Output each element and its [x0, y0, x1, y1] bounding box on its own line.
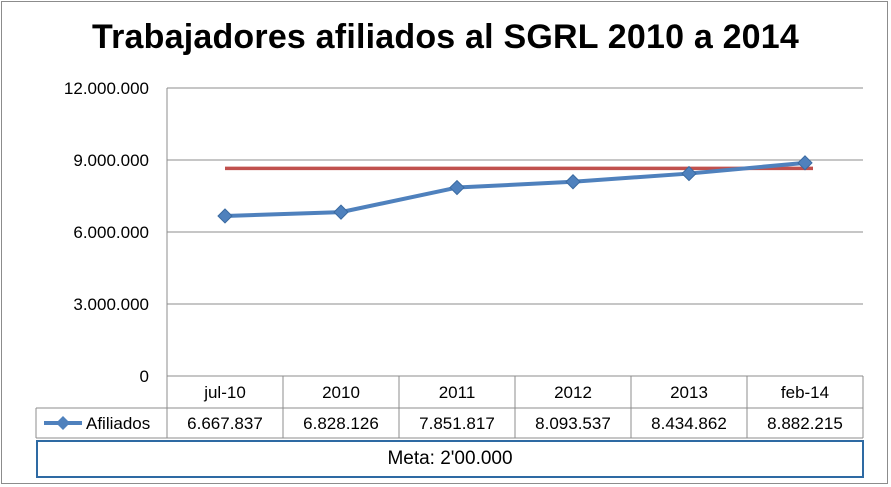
data-point-marker	[797, 155, 813, 171]
data-table-value: 6.828.126	[303, 414, 379, 433]
meta-note-box: Meta: 2'00.000	[36, 440, 864, 478]
data-table-value: 8.093.537	[535, 414, 611, 433]
data-point-marker	[565, 174, 581, 190]
data-point-marker	[449, 179, 465, 196]
y-tick-label: 0	[140, 367, 149, 386]
data-table-value: 6.667.837	[187, 414, 263, 433]
x-category-label: feb-14	[781, 383, 829, 402]
x-category-label: 2010	[322, 383, 360, 402]
y-tick-label: 12.000.000	[64, 79, 149, 98]
y-tick-label: 3.000.000	[73, 295, 149, 314]
x-category-label: 2011	[439, 383, 476, 402]
chart-title: Trabajadores afiliados al SGRL 2010 a 20…	[91, 18, 800, 56]
x-category-label: 2012	[554, 383, 592, 402]
data-point-marker	[681, 165, 697, 182]
data-table-value: 8.882.215	[767, 414, 843, 433]
data-table-value: 8.434.862	[651, 414, 727, 433]
x-category-label: 2013	[670, 383, 708, 402]
y-tick-label: 9.000.000	[73, 151, 149, 170]
legend-marker-key	[56, 416, 70, 430]
data-table-value: 7.851.817	[419, 414, 495, 433]
y-tick-label: 6.000.000	[73, 223, 149, 242]
meta-note-text: Meta: 2'00.000	[387, 448, 513, 469]
x-category-label: jul-10	[203, 383, 246, 402]
data-point-marker	[333, 204, 349, 220]
data-point-marker	[217, 208, 233, 224]
legend-series-name: Afiliados	[86, 414, 150, 433]
series-line-afiliados	[224, 160, 806, 218]
